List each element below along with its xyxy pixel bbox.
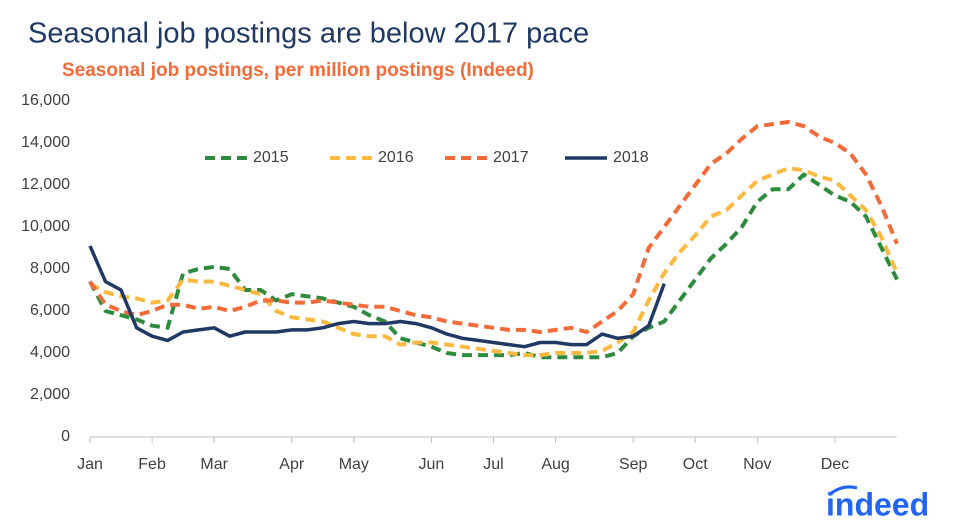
x-tick-label: Jul	[483, 456, 503, 473]
y-tick-label: 8,000	[30, 260, 70, 277]
x-tick-label: Dec	[821, 456, 849, 473]
line-series	[88, 172, 899, 360]
x-tick-label: Nov	[743, 456, 771, 473]
y-tick-label: 12,000	[21, 176, 70, 193]
legend-label: 2018	[613, 149, 649, 166]
legend-label: 2017	[493, 149, 529, 166]
x-tick-label: Jan	[77, 456, 103, 473]
legend-label: 2016	[378, 149, 414, 166]
chart-subtitle: Seasonal job postings, per million posti…	[62, 60, 534, 81]
x-tick-label: Aug	[541, 456, 569, 473]
x-tick-label: Sep	[619, 456, 648, 473]
line-series	[88, 245, 666, 349]
y-tick-label: 0	[61, 428, 70, 445]
x-tick-label: Feb	[138, 456, 166, 473]
legend-label: 2015	[253, 149, 289, 166]
chart-title: Seasonal job postings are below 2017 pac…	[28, 18, 589, 50]
y-tick-label: 10,000	[21, 218, 70, 235]
line-series	[89, 166, 899, 358]
y-tick-label: 2,000	[30, 386, 70, 403]
logo: indeed	[826, 486, 929, 522]
line-series	[88, 120, 899, 334]
x-tick-label: Jun	[419, 456, 445, 473]
x-tick-label: Apr	[279, 456, 305, 473]
y-tick-label: 14,000	[21, 134, 70, 151]
x-tick-label: May	[339, 456, 369, 473]
y-tick-label: 16,000	[21, 92, 70, 109]
x-tick-label: Mar	[200, 456, 228, 473]
y-tick-label: 6,000	[30, 302, 70, 319]
y-tick-label: 4,000	[30, 344, 70, 361]
x-tick-label: Oct	[683, 456, 708, 473]
logo-arc	[828, 485, 858, 497]
